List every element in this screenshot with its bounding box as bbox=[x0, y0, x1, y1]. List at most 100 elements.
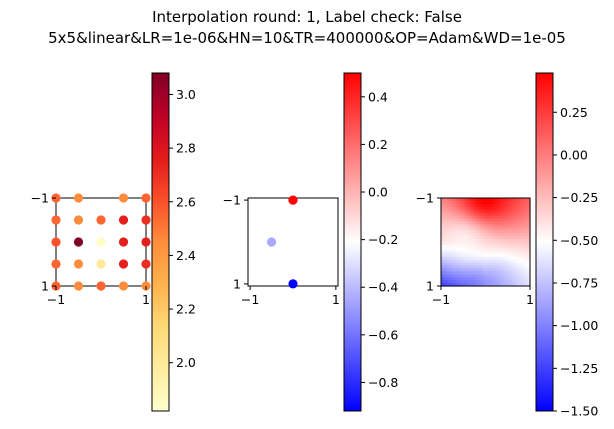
heatmap-cell bbox=[473, 200, 478, 205]
heatmap-cell bbox=[458, 215, 463, 220]
heatmap-cell bbox=[452, 233, 457, 237]
heatmap-cell bbox=[458, 268, 463, 272]
heatmap-cell bbox=[461, 277, 466, 281]
heatmap-cell bbox=[485, 280, 490, 284]
heatmap-cell bbox=[494, 239, 498, 243]
heatmap-cell bbox=[503, 280, 507, 284]
heatmap-cell bbox=[527, 221, 531, 225]
heatmap-cell bbox=[473, 280, 478, 284]
heatmap-cell bbox=[488, 277, 493, 281]
colorbar-tick-label: 2.4 bbox=[176, 248, 196, 263]
scatter-point bbox=[96, 237, 106, 247]
heatmap-cell bbox=[485, 265, 490, 269]
heatmap-cell bbox=[509, 259, 513, 264]
heatmap-cell bbox=[527, 244, 531, 249]
colorbar-tick-label: −0.6 bbox=[368, 327, 398, 342]
colorbar-tick-label: −1.50 bbox=[560, 404, 598, 419]
heatmap-cell bbox=[470, 221, 475, 225]
heatmap-cell bbox=[509, 277, 513, 281]
heatmap-cell bbox=[470, 215, 475, 220]
heatmap-cell bbox=[497, 271, 501, 275]
heatmap-cell bbox=[509, 230, 513, 234]
heatmap-cell bbox=[524, 247, 528, 252]
heatmap-cell bbox=[497, 227, 501, 231]
heatmap-cell bbox=[509, 265, 513, 269]
heatmap-cell bbox=[524, 221, 528, 225]
heatmap-cell bbox=[488, 256, 493, 261]
heatmap-cell bbox=[521, 253, 525, 258]
heatmap-cell bbox=[485, 215, 490, 220]
heatmap-cell bbox=[500, 265, 504, 269]
heatmap-cell bbox=[518, 218, 522, 223]
colorbar bbox=[343, 72, 362, 412]
heatmap-cell bbox=[494, 265, 498, 269]
heatmap-cell bbox=[467, 283, 472, 287]
heatmap-cell bbox=[473, 233, 478, 237]
heatmap-cell bbox=[443, 265, 448, 269]
heatmap-cell bbox=[441, 227, 445, 231]
heatmap-cell bbox=[515, 198, 519, 202]
heatmap-cell bbox=[515, 277, 519, 281]
heatmap-cell bbox=[509, 218, 513, 223]
heatmap-cell bbox=[509, 253, 513, 258]
heatmap-cell bbox=[515, 259, 519, 264]
heatmap-cell bbox=[494, 218, 498, 223]
heatmap-cell bbox=[524, 215, 528, 220]
heatmap-cell bbox=[485, 256, 490, 261]
heatmap-cell bbox=[506, 253, 510, 258]
heatmap-cell bbox=[441, 212, 445, 217]
heatmap-cell bbox=[515, 242, 519, 246]
heatmap-cell bbox=[467, 203, 472, 208]
heatmap-cell bbox=[479, 268, 484, 272]
heatmap-cell bbox=[476, 247, 481, 252]
heatmap-cell bbox=[449, 206, 454, 211]
heatmap-cell bbox=[515, 239, 519, 243]
axes-frame bbox=[247, 197, 339, 287]
heatmap-cell bbox=[518, 265, 522, 269]
heatmap-cell bbox=[446, 244, 451, 249]
heatmap-cell bbox=[509, 233, 513, 237]
heatmap-cell bbox=[455, 262, 460, 267]
colorbar-tick-label: −0.2 bbox=[368, 232, 398, 247]
heatmap-cell bbox=[446, 209, 451, 214]
heatmap-cell bbox=[464, 218, 469, 223]
heatmap-cell bbox=[518, 250, 522, 255]
heatmap-cell bbox=[449, 268, 454, 272]
heatmap-cell bbox=[500, 271, 504, 275]
heatmap-cell bbox=[446, 206, 451, 211]
heatmap-cell bbox=[443, 215, 448, 220]
heatmap-cell bbox=[449, 250, 454, 255]
heatmap-cell bbox=[449, 218, 454, 223]
heatmap-cell bbox=[521, 277, 525, 281]
heatmap-cell bbox=[497, 203, 501, 208]
heatmap-cell bbox=[491, 244, 495, 249]
heatmap-cell bbox=[458, 265, 463, 269]
heatmap-cell bbox=[503, 265, 507, 269]
heatmap-cell bbox=[485, 224, 490, 228]
heatmap-cell bbox=[482, 227, 487, 231]
heatmap-cell bbox=[455, 212, 460, 217]
heatmap-cell bbox=[467, 247, 472, 252]
heatmap-cell bbox=[491, 274, 495, 278]
heatmap-cell bbox=[473, 268, 478, 272]
heatmap-cell bbox=[446, 253, 451, 258]
heatmap-cell bbox=[512, 224, 516, 228]
heatmap-cell bbox=[470, 239, 475, 243]
heatmap-cell bbox=[470, 253, 475, 258]
heatmap-cell bbox=[515, 283, 519, 287]
heatmap-cell bbox=[461, 218, 466, 223]
heatmap-cell bbox=[482, 253, 487, 258]
heatmap-cell bbox=[461, 200, 466, 205]
heatmap-cell bbox=[482, 262, 487, 267]
heatmap-cell bbox=[512, 227, 516, 231]
heatmap-cell bbox=[512, 209, 516, 214]
heatmap-cell bbox=[506, 271, 510, 275]
heatmap-cell bbox=[521, 215, 525, 220]
heatmap-cell bbox=[518, 247, 522, 252]
heatmap-cell bbox=[506, 224, 510, 228]
heatmap-cell bbox=[527, 274, 531, 278]
heatmap-cell bbox=[527, 224, 531, 228]
heatmap-cell bbox=[518, 206, 522, 211]
heatmap-cell bbox=[494, 227, 498, 231]
heatmap-cell bbox=[479, 209, 484, 214]
